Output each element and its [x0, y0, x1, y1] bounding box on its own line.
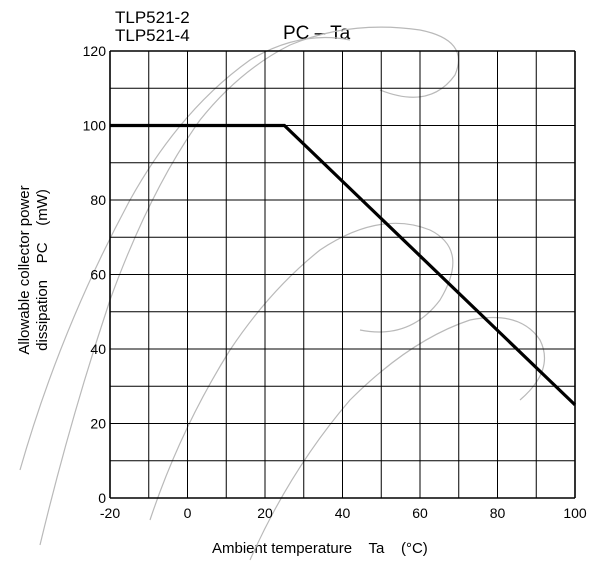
y-tick-labels: 0 20 40 60 80 100 120 — [83, 43, 107, 506]
watermark — [19, 26, 546, 561]
plot-area — [110, 123, 577, 407]
part-number-2: TLP521-4 — [115, 26, 190, 45]
x-tick-label: 80 — [490, 505, 506, 521]
x-tick-label: 40 — [335, 505, 351, 521]
watermark-stroke-1 — [39, 26, 460, 546]
y-tick-label: 20 — [90, 416, 106, 432]
y-tick-label: 80 — [90, 192, 106, 208]
series-line-1 — [110, 123, 577, 407]
chart-title: PC – Ta — [283, 23, 351, 44]
grid — [109, 50, 576, 499]
y-tick-label: 60 — [90, 267, 106, 283]
y-tick-label: 100 — [83, 118, 107, 134]
x-tick-label: -20 — [100, 505, 120, 521]
x-tick-label: 0 — [184, 505, 192, 521]
watermark-stroke-2 — [19, 36, 351, 471]
watermark-stroke-3 — [149, 222, 454, 521]
x-tick-label: 100 — [563, 505, 587, 521]
part-number-1: TLP521-2 — [115, 8, 190, 27]
x-tick-labels: -20 0 20 40 60 80 100 — [100, 505, 587, 521]
y-tick-label: 40 — [90, 341, 106, 357]
x-tick-label: 60 — [412, 505, 428, 521]
watermark-stroke-4 — [249, 316, 546, 561]
x-tick-label: 20 — [257, 505, 273, 521]
y-tick-label: 0 — [98, 490, 106, 506]
y-tick-label: 120 — [83, 43, 107, 59]
